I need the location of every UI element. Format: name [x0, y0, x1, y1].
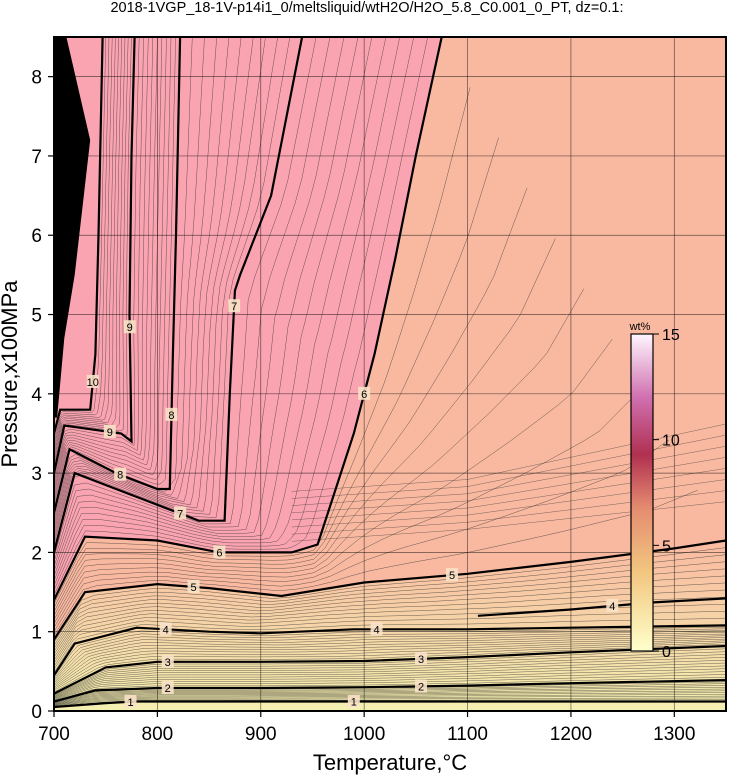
x-tick-label: 700: [38, 724, 70, 745]
chart-title: 2018-1VGP_18-1V-p14i1_0/meltsliquid/wtH2…: [110, 0, 624, 16]
contour-label: 9: [107, 427, 113, 439]
contour-label-bg: [86, 374, 99, 388]
contour-label: 3: [165, 657, 171, 669]
x-tick-label: 1000: [343, 724, 385, 745]
contour-label: 3: [418, 654, 424, 666]
contour-label-bg: [347, 694, 360, 708]
y-tick-label: 2: [31, 543, 42, 564]
plot-frame: [53, 36, 727, 712]
y-axis: 0 1 2 3 4 5 6 7 8: [31, 68, 54, 723]
thin-contours: [54, 37, 726, 707]
contour-label: 6: [216, 547, 222, 559]
contour-label-bg: [228, 299, 241, 313]
x-tick-label: 800: [142, 724, 174, 745]
contour-label: 5: [191, 582, 197, 594]
x-tick-label: 1100: [447, 724, 488, 745]
y-tick-label: 1: [31, 623, 42, 644]
contour-label-bg: [415, 651, 428, 665]
x-tick-label: 1300: [653, 724, 695, 745]
contour-label-bg: [358, 386, 371, 400]
x-axis: 700 800 900 1000 1100 1200 1300: [38, 711, 695, 745]
contour-label: 4: [609, 601, 615, 613]
y-tick-label: 0: [31, 702, 42, 723]
colorbar: wt% 0 5 10 15: [629, 321, 680, 661]
contour-label: 6: [361, 389, 367, 401]
contour-label: 7: [177, 509, 183, 521]
contour-labels: 1 1 2 2 3 3 4 4 4 5 5 6 6 7 7 8 8 9 9 10: [87, 299, 619, 709]
contour-label-bg: [165, 407, 178, 421]
colorbar-title: wt%: [629, 321, 651, 333]
contour-label-bg: [161, 654, 174, 668]
contour-label: 7: [231, 301, 237, 313]
contour-level-6: [54, 37, 443, 601]
contour-label: 4: [373, 624, 379, 636]
contour-label-bg: [161, 681, 174, 695]
y-axis-label: Pressure,x100MPa: [0, 280, 22, 468]
contour-label: 8: [117, 470, 123, 482]
contour-level-2: [54, 679, 726, 703]
contour-label-bg: [187, 579, 200, 593]
colorbar-gradient: [630, 333, 654, 652]
x-tick-label: 900: [245, 724, 277, 745]
y-tick-label: 3: [31, 464, 42, 485]
contour-label-bg: [415, 679, 428, 693]
contour-label-bg: [606, 598, 619, 612]
contour-level-8: [54, 37, 182, 514]
contour-label: 8: [168, 410, 174, 422]
contour-label-bg: [213, 545, 226, 559]
contour-label-bg: [124, 694, 137, 708]
contour-label: 1: [127, 697, 133, 709]
colorbar-tick-label: 5: [662, 538, 671, 555]
contour-level-5: [54, 539, 726, 641]
contour-label: 1: [351, 696, 357, 708]
y-tick-label: 7: [31, 147, 42, 168]
contour-level-4: [54, 624, 726, 676]
y-tick-label: 6: [31, 226, 42, 247]
contour-label-bg: [114, 467, 127, 481]
y-tick-label: 4: [31, 385, 42, 406]
contour-label: 2: [418, 681, 424, 693]
contour-label-bg: [446, 568, 459, 582]
major-contours: [54, 37, 726, 709]
contour-label-bg: [123, 320, 136, 334]
y-tick-label: 5: [31, 306, 42, 327]
contour-label-bg: [159, 622, 172, 636]
contour-label: 9: [127, 322, 133, 334]
contour-label: 4: [163, 624, 169, 636]
y-tick-label: 8: [31, 68, 42, 89]
dark-wedge-region: [54, 37, 91, 418]
contour-level-3: [54, 644, 726, 695]
contour-label: 10: [87, 377, 99, 389]
contour-level-1: [54, 700, 726, 709]
grid: [54, 37, 726, 711]
contour-level-9: [54, 37, 136, 474]
contour-label-bg: [174, 506, 187, 520]
contour-label-bg: [370, 622, 383, 636]
contour-label: 5: [449, 570, 455, 582]
contour-level-7: [54, 37, 304, 553]
colorbar-tick-label: 0: [662, 644, 671, 661]
colorbar-tick-label: 10: [662, 433, 680, 450]
contour-label-bg: [103, 424, 116, 438]
x-tick-label: 1200: [550, 724, 592, 745]
x-axis-label: Temperature,°C: [313, 750, 467, 775]
contour-label: 2: [165, 683, 171, 695]
colorbar-tick-label: 15: [662, 327, 680, 344]
